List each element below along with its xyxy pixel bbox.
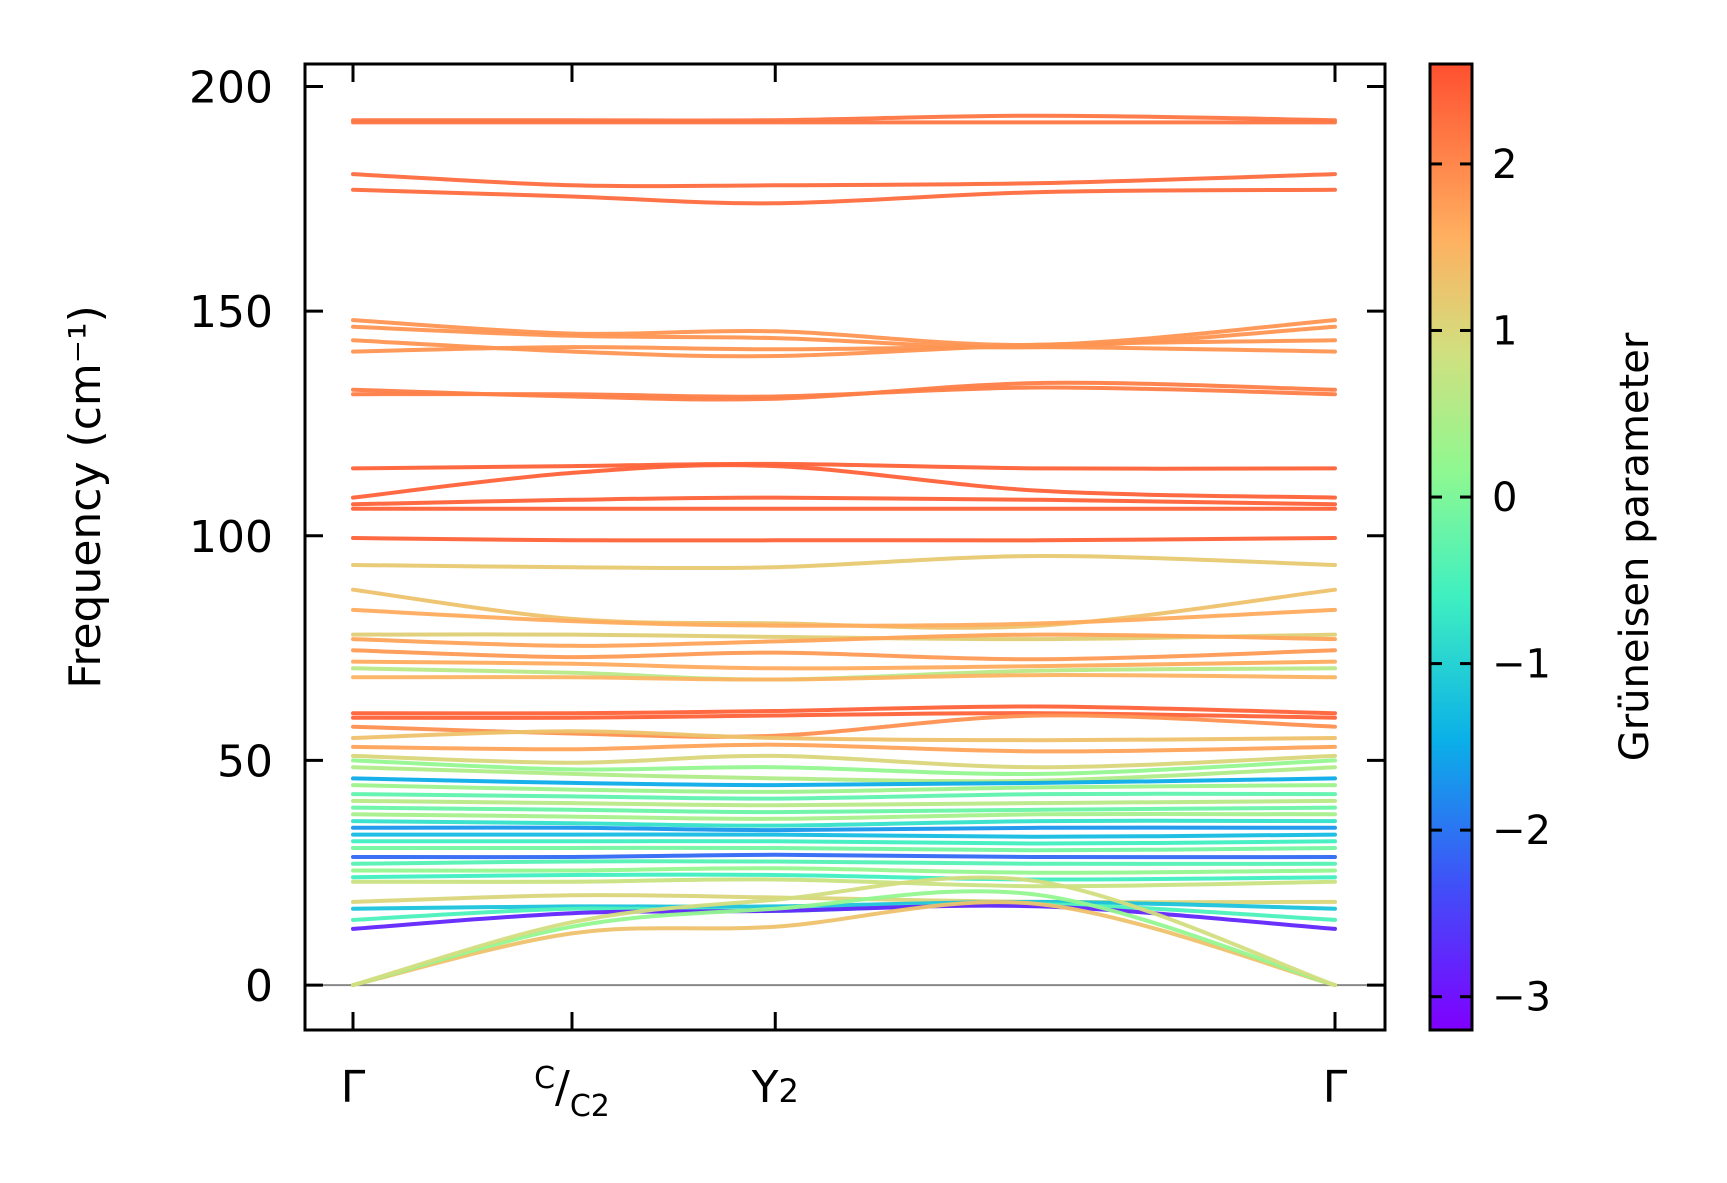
band-line-0 — [351, 113, 1337, 123]
band-line-17 — [351, 607, 1337, 628]
band-line-33 — [351, 783, 1337, 794]
band-line-12 — [351, 495, 1337, 507]
band-line-30 — [351, 758, 1337, 777]
band-line-45 — [351, 866, 1337, 875]
y-tick-label-0: 0 — [245, 961, 273, 1012]
colorbar-tick-label-1: −2 — [1492, 808, 1551, 854]
x-axis: Γ C/C2 Y2 Γ — [341, 64, 1348, 1124]
band-line-40 — [351, 832, 1337, 839]
band-line-54 — [351, 875, 1337, 988]
y-tick-label-50: 50 — [217, 736, 273, 787]
band-line-20 — [351, 648, 1337, 662]
band-line-10 — [351, 461, 1337, 471]
band-line-39 — [351, 825, 1337, 833]
band-line-19 — [351, 632, 1337, 648]
colorbar: −3 −2 −1 0 1 2 Grüneisen parameter — [1428, 62, 1658, 1032]
band-line-4 — [351, 318, 1337, 347]
band-line-32 — [351, 776, 1337, 788]
band-line-43 — [351, 852, 1337, 860]
band-line-16 — [351, 587, 1337, 630]
y-tick-label-100: 100 — [189, 512, 273, 563]
x-tick-label-2: Y2 — [751, 1062, 799, 1113]
colorbar-label: Grüneisen parameter — [1612, 332, 1658, 761]
band-line-29 — [351, 753, 1337, 770]
x-tick-label-1: C/C2 — [534, 1061, 610, 1124]
band-line-53 — [351, 889, 1337, 988]
band-line-9 — [351, 385, 1337, 399]
y-tick-label-200: 200 — [189, 62, 273, 113]
colorbar-tick-label-0: −3 — [1492, 975, 1551, 1021]
band-line-21 — [351, 659, 1337, 671]
colorbar-tick-label-4: 1 — [1492, 308, 1517, 354]
colorbar-tick-label-3: 0 — [1492, 475, 1517, 521]
plot-frame — [303, 62, 1387, 1032]
band-line-7 — [351, 345, 1337, 354]
colorbar-ticks: −3 −2 −1 0 1 2 — [1430, 142, 1551, 1021]
band-line-35 — [351, 798, 1337, 808]
y-axis-label: Frequency (cm⁻¹) — [60, 305, 111, 689]
band-line-15 — [351, 553, 1337, 571]
x-tick-label-3: Γ — [1323, 1062, 1348, 1113]
band-line-44 — [351, 859, 1337, 866]
colorbar-gradient — [1428, 62, 1474, 1032]
band-line-14 — [351, 536, 1337, 543]
phonon-bands — [351, 113, 1337, 988]
band-line-38 — [351, 818, 1337, 828]
band-line-46 — [351, 872, 1337, 882]
band-line-36 — [351, 805, 1337, 815]
x-tick-label-0: Γ — [341, 1062, 366, 1113]
colorbar-tick-label-2: −1 — [1492, 642, 1551, 688]
band-line-3 — [351, 187, 1337, 206]
band-line-34 — [351, 791, 1337, 801]
y-axis: 0 50 100 150 200 — [189, 62, 1385, 1012]
band-line-25 — [351, 711, 1337, 720]
band-line-23 — [351, 673, 1337, 682]
band-line-47 — [351, 877, 1337, 889]
band-line-2 — [351, 172, 1337, 189]
band-line-11 — [351, 463, 1337, 500]
y-tick-label-150: 150 — [189, 287, 273, 338]
band-line-28 — [351, 742, 1337, 754]
band-line-31 — [351, 765, 1337, 784]
band-line-51 — [351, 903, 1337, 931]
band-line-52 — [351, 900, 1337, 988]
band-line-42 — [351, 845, 1337, 853]
band-line-24 — [351, 704, 1337, 716]
plot-border — [303, 62, 1387, 1032]
band-line-41 — [351, 839, 1337, 846]
band-line-37 — [351, 811, 1337, 821]
band-line-27 — [351, 729, 1337, 743]
colorbar-tick-label-5: 2 — [1492, 142, 1517, 188]
